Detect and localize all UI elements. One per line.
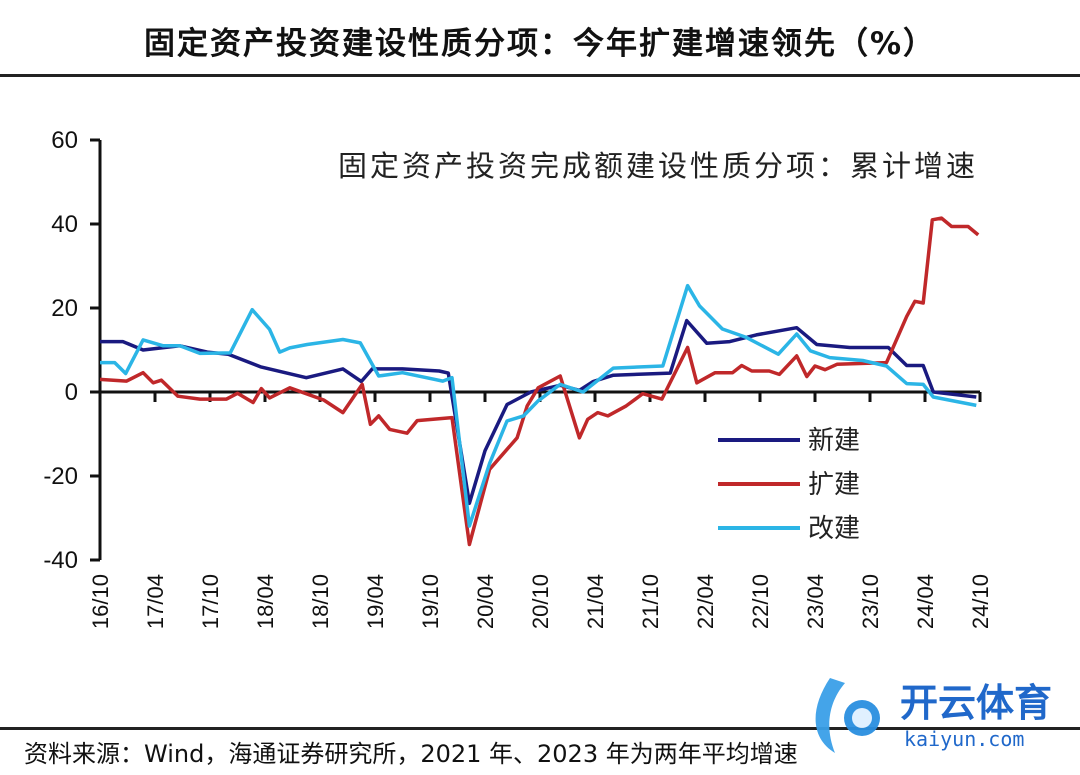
y-tick-label: 60 — [51, 127, 78, 154]
x-tick-label: 24/10 — [968, 574, 993, 629]
source-note: 资料来源：Wind，海通证券研究所，2021 年、2023 年为两年平均增速 — [24, 740, 798, 768]
x-tick-label: 17/04 — [143, 574, 168, 629]
legend-label: 扩建 — [808, 470, 860, 500]
chart-title: 固定资产投资完成额建设性质分项：累计增速 — [338, 149, 978, 183]
x-tick-label: 16/10 — [88, 574, 113, 629]
x-tick-label: 24/04 — [913, 574, 938, 629]
series-line-2 — [99, 216, 980, 547]
x-tick-label: 20/04 — [473, 574, 498, 629]
x-tick-label: 21/10 — [638, 574, 663, 629]
x-tick-label: 20/10 — [528, 574, 553, 629]
x-tick-label: 22/10 — [748, 574, 773, 629]
x-tick-label: 19/10 — [418, 574, 443, 629]
watermark-brand: 开云体育 — [900, 681, 1052, 725]
legend-label: 新建 — [808, 426, 860, 456]
y-tick-label: -20 — [43, 463, 78, 490]
y-tick-label: -40 — [43, 547, 78, 574]
title-divider — [0, 74, 1080, 77]
x-tick-label: 19/04 — [363, 574, 388, 629]
x-tick-label: 23/04 — [803, 574, 828, 629]
series-line-1 — [100, 318, 977, 506]
watermark-k-icon — [815, 678, 845, 753]
y-tick-label: 20 — [51, 295, 78, 322]
watermark-ball-center — [852, 708, 872, 728]
x-tick-label: 23/10 — [858, 574, 883, 629]
page-title: 固定资产投资建设性质分项：今年扩建增速领先（%） — [143, 26, 937, 62]
y-tick-label: 40 — [51, 211, 78, 238]
footer-divider — [0, 727, 1080, 730]
series-line-3 — [100, 283, 977, 528]
watermark-domain: kaiyun.com — [904, 727, 1024, 751]
watermark-logo: 开云体育 kaiyun.com — [815, 678, 1052, 753]
x-tick-label: 21/04 — [583, 574, 608, 629]
y-tick-label: 0 — [65, 379, 78, 406]
x-tick-label: 18/10 — [308, 574, 333, 629]
x-tick-label: 18/04 — [253, 574, 278, 629]
x-tick-label: 22/04 — [693, 574, 718, 629]
x-tick-label: 17/10 — [198, 574, 223, 629]
legend-label: 改建 — [808, 514, 860, 544]
